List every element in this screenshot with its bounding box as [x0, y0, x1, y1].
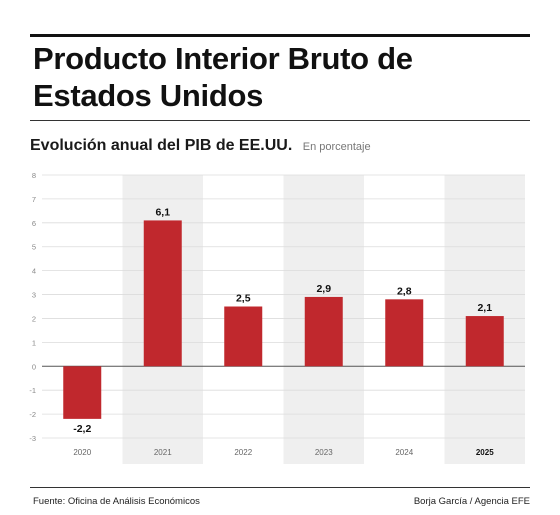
bar-2022	[224, 306, 263, 367]
data-label-2021: 6,1	[155, 206, 170, 218]
chart-heading: Evolución anual del PIB de EE.UU. En por…	[30, 137, 371, 155]
y-tick-label: 4	[32, 267, 36, 276]
data-label-2022: 2,5	[236, 293, 251, 305]
credit-note: Borja García / Agencia EFE	[413, 496, 530, 507]
data-label-2025: 2,1	[477, 302, 492, 314]
x-tick-label-2023: 2023	[315, 448, 333, 457]
y-tick-label: 6	[32, 219, 36, 228]
bar-2025	[465, 316, 504, 367]
bar-2021	[143, 220, 182, 367]
y-tick-label: 2	[32, 314, 36, 323]
title-line-1: Producto Interior Bruto de	[33, 41, 413, 76]
y-tick-label: 0	[32, 362, 36, 371]
data-label-2024: 2,8	[397, 285, 412, 297]
y-tick-label: 5	[32, 243, 36, 252]
page-title: Producto Interior Bruto de Estados Unido…	[33, 40, 528, 114]
title-divider	[30, 120, 530, 121]
y-tick-label: -2	[29, 410, 36, 419]
bar-2023	[304, 296, 343, 367]
chart-unit: En porcentaje	[302, 141, 371, 153]
title-line-2: Estados Unidos	[33, 78, 264, 113]
x-tick-label-2022: 2022	[234, 448, 252, 457]
data-label-2020: -2,2	[73, 423, 91, 435]
x-tick-label-2024: 2024	[395, 448, 413, 457]
y-tick-label: 7	[32, 195, 36, 204]
x-tick-label-2021: 2021	[154, 448, 172, 457]
y-tick-label: 3	[32, 291, 36, 300]
chart-title: Evolución anual del PIB de EE.UU.	[30, 137, 293, 154]
data-label-2023: 2,9	[316, 283, 331, 295]
y-tick-label: 1	[32, 338, 36, 347]
bar-2024	[385, 299, 424, 367]
top-rule	[30, 34, 530, 37]
footer-divider	[30, 487, 530, 488]
y-tick-label: -3	[29, 434, 36, 443]
bar-2020	[63, 366, 102, 419]
source-note: Fuente: Oficina de Análisis Económicos	[33, 496, 200, 507]
x-tick-label-2020: 2020	[73, 448, 91, 457]
x-tick-label-2025: 2025	[476, 448, 494, 457]
y-tick-label: 8	[32, 171, 36, 180]
y-tick-label: -1	[29, 386, 36, 395]
